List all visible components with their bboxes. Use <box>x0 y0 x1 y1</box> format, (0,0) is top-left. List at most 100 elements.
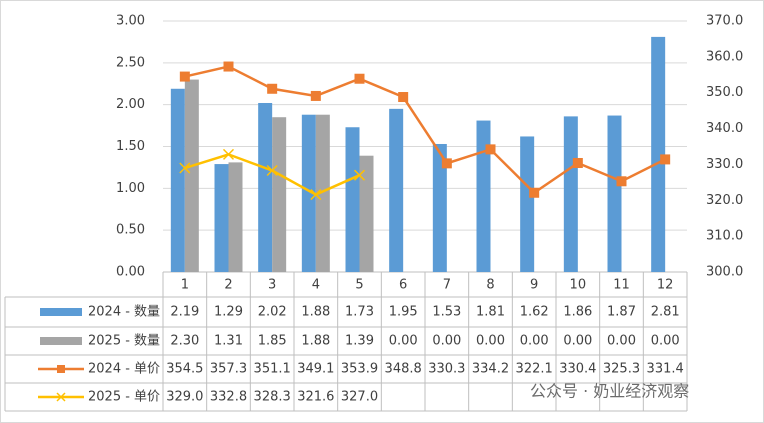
table-value: 1.31 <box>214 334 243 349</box>
bar <box>563 116 578 272</box>
table-value: 1.81 <box>476 305 505 320</box>
y2-tick-label: 340.0 <box>706 121 743 136</box>
table-value: 330.3 <box>428 362 465 377</box>
y-tick-label: 2.50 <box>116 55 145 70</box>
y-tick-label: 2.00 <box>116 97 145 112</box>
table-value: 351.1 <box>254 362 291 377</box>
bar <box>184 79 199 272</box>
x-tick-label: 3 <box>268 278 276 293</box>
table-value: 334.2 <box>472 362 509 377</box>
table-value: 1.62 <box>520 305 549 320</box>
table-value: 354.5 <box>166 362 203 377</box>
y2-tick-label: 310.0 <box>706 229 743 244</box>
table-value: 2.19 <box>170 305 199 320</box>
table-value: 1.87 <box>607 305 636 320</box>
table-value: 0.00 <box>607 334 636 349</box>
y2-tick-label: 350.0 <box>706 85 743 100</box>
legend-marker <box>56 392 66 402</box>
table-value: 2.30 <box>170 334 199 349</box>
table-value: 1.73 <box>345 305 374 320</box>
y2-tick-label: 360.0 <box>706 49 743 64</box>
x-tick-label: 4 <box>312 278 320 293</box>
table-value: 329.0 <box>166 390 203 405</box>
legend-label: 2025 - 单价 <box>88 390 160 405</box>
x-tick-label: 10 <box>570 278 587 293</box>
bar <box>651 36 666 272</box>
table-value: 348.8 <box>385 362 422 377</box>
table-value: 330.4 <box>559 362 596 377</box>
bar <box>315 114 330 272</box>
legend-swatch <box>40 308 82 316</box>
table-value: 321.6 <box>297 390 334 405</box>
table-value: 0.00 <box>389 334 418 349</box>
table-value: 1.39 <box>345 334 374 349</box>
legend-label: 2025 - 数量 <box>88 334 160 349</box>
table-value: 1.53 <box>432 305 461 320</box>
table-value: 0.00 <box>563 334 592 349</box>
y-tick-label: 1.50 <box>116 139 145 154</box>
table-value: 0.00 <box>651 334 680 349</box>
table-value: 1.95 <box>389 305 418 320</box>
table-value: 1.86 <box>563 305 592 320</box>
bar <box>272 117 287 272</box>
table-value: 332.8 <box>210 390 247 405</box>
marker <box>266 164 278 177</box>
legend-marker <box>57 365 65 373</box>
marker <box>267 83 278 94</box>
marker <box>616 176 627 187</box>
bar <box>520 136 535 272</box>
x-tick-label: 5 <box>355 278 363 293</box>
x-tick-label: 11 <box>613 278 630 293</box>
x-tick-label: 2 <box>224 278 232 293</box>
x-tick-label: 9 <box>530 278 538 293</box>
y2-tick-label: 300.0 <box>706 265 743 280</box>
table-value: 322.1 <box>516 362 553 377</box>
bar <box>432 143 447 272</box>
legend-label: 2024 - 单价 <box>88 362 160 377</box>
marker <box>179 162 191 174</box>
table-value: 1.29 <box>214 305 243 320</box>
y2-tick-label: 330.0 <box>706 157 743 172</box>
table-value: 2.02 <box>258 305 287 320</box>
x-tick-label: 6 <box>399 278 407 293</box>
bar <box>214 164 229 272</box>
table-value: 1.88 <box>301 305 330 320</box>
marker <box>310 90 321 101</box>
bar <box>359 155 374 272</box>
marker <box>485 144 496 155</box>
table-value: 331.4 <box>647 362 684 377</box>
watermark: 公众号 · 奶业经济观察 <box>530 382 689 401</box>
y2-tick-label: 370.0 <box>706 14 743 29</box>
y-tick-label: 0.00 <box>116 265 145 280</box>
marker <box>572 157 583 168</box>
bar <box>170 88 185 273</box>
table-value: 0.00 <box>432 334 461 349</box>
bar <box>389 108 404 272</box>
marker <box>354 73 365 84</box>
table-value: 0.00 <box>520 334 549 349</box>
line <box>184 65 666 195</box>
y2-tick-label: 320.0 <box>706 193 743 208</box>
table-value: 353.9 <box>341 362 378 377</box>
marker <box>660 154 671 165</box>
table-value: 357.3 <box>210 362 247 377</box>
marker <box>441 158 452 169</box>
legend-swatch <box>40 337 82 345</box>
bar <box>476 120 491 273</box>
bar <box>228 162 243 272</box>
marker <box>222 148 235 160</box>
table-value: 1.85 <box>258 334 287 349</box>
table-value: 1.88 <box>301 334 330 349</box>
table-value: 325.3 <box>603 362 640 377</box>
table-value: 327.0 <box>341 390 378 405</box>
table-value: 349.1 <box>297 362 334 377</box>
x-tick-label: 7 <box>443 278 451 293</box>
x-tick-label: 12 <box>657 278 674 293</box>
marker <box>179 71 190 82</box>
y-tick-label: 1.00 <box>116 181 145 196</box>
x-tick-label: 8 <box>486 278 494 293</box>
bar <box>345 127 360 272</box>
table-value: 2.81 <box>651 305 680 320</box>
